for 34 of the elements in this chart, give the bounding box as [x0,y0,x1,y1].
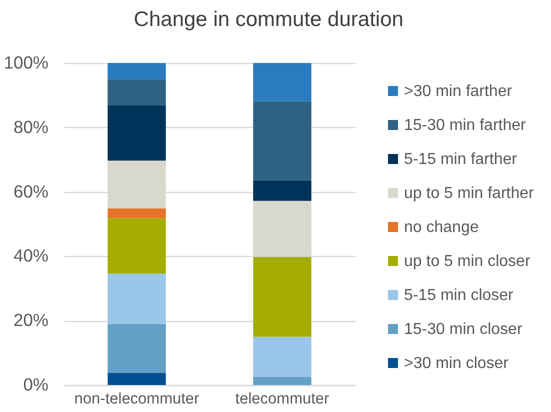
bar [253,63,312,102]
bar [108,79,166,106]
chart-title: Change in commute duration [134,8,404,31]
y-tick-label: 80% [13,116,48,137]
bar [108,105,166,161]
bar [253,336,312,377]
y-tick-label: 100% [4,52,48,72]
bar [108,372,166,385]
bar [253,101,312,180]
bar [253,200,312,257]
legend-label: up to 5 min closer [404,253,531,270]
legend-label: 5-15 min farther [404,151,518,168]
legend-label: 15-30 min farther [404,117,527,134]
bar [253,180,312,201]
x-tick-label: non-telecommuter [74,390,200,408]
bar [108,274,166,324]
bar [108,324,166,373]
legend-label: >30 min closer [404,355,510,372]
bar [108,160,166,209]
bar [108,208,166,218]
legend-label: no change [404,219,479,236]
y-tick-label: 60% [13,181,48,202]
legend-label: 15-30 min closer [404,321,523,338]
legend-label: >30 min farther [404,83,513,100]
x-tick-label: telecommuter [235,390,330,408]
bar [253,376,312,385]
y-tick-label: 0% [23,374,48,394]
legend-label: 5-15 min closer [404,287,514,304]
legend-label: up to 5 min farther [404,185,535,202]
y-tick-label: 20% [13,310,48,330]
bar [108,63,166,80]
y-tick-label: 40% [13,246,48,266]
bar [108,218,166,274]
bar [253,256,312,337]
